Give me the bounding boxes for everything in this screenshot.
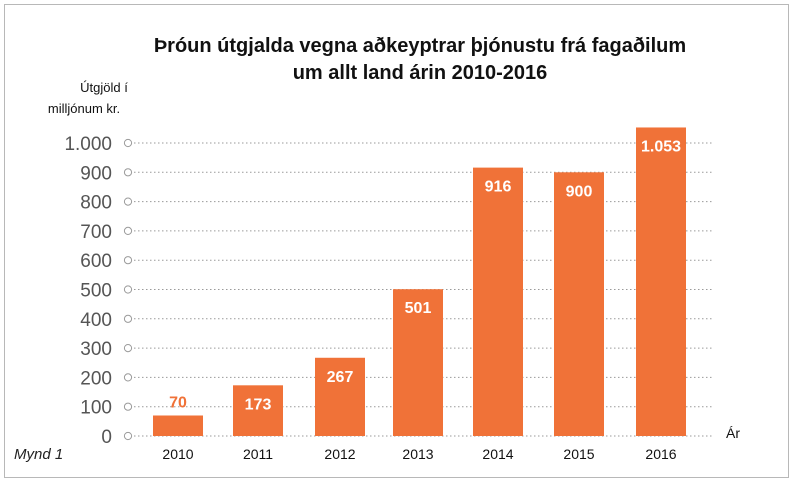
y-tick-marker	[123, 373, 133, 382]
data-label-2012: 267	[327, 369, 354, 386]
bar-2011	[233, 385, 283, 436]
x-tick-label: 2016	[645, 446, 676, 462]
x-tick-label: 2011	[243, 446, 273, 462]
y-tick-label: 100	[80, 398, 112, 419]
data-label-2011: 173	[245, 396, 272, 413]
bar-2012	[315, 357, 365, 436]
y-tick-label: 700	[80, 222, 112, 243]
x-axis-label: Ár	[726, 425, 740, 441]
chart-title-line-2: um allt land árin 2010-2016	[293, 62, 548, 84]
y-tick-marker	[123, 344, 133, 353]
y-tick-marker	[123, 402, 133, 411]
data-label-2014: 916	[485, 179, 512, 196]
y-axis-ticks: 0 100 200 300 400 500 600 700 800 900 1.000	[64, 134, 133, 448]
y-tick-label: 600	[80, 251, 112, 272]
bar-2016	[636, 127, 686, 436]
y-tick-label: 0	[101, 427, 112, 448]
y-tick-marker	[123, 168, 133, 177]
y-tick-label: 400	[80, 310, 112, 331]
y-tick-label: 900	[80, 163, 112, 184]
chart-title-line-1: Þróun útgjalda vegna aðkeyptrar þjónustu…	[154, 35, 686, 57]
y-tick-label: 500	[80, 281, 112, 302]
figure-caption: Mynd 1	[14, 446, 63, 463]
bar-2013	[393, 289, 443, 436]
data-label-2010: 70	[169, 394, 187, 411]
y-axis-label-line-2: milljónum kr.	[48, 101, 120, 116]
y-tick-label: 800	[80, 193, 112, 214]
y-tick-label: 1.000	[64, 134, 112, 155]
x-tick-label: 2014	[482, 446, 513, 462]
bar-2015	[554, 172, 604, 437]
x-tick-label: 2013	[402, 446, 433, 462]
x-axis-ticks: 2010 2011 2012 2013 2014 2015 2016	[162, 446, 676, 462]
y-tick-marker	[123, 314, 133, 323]
y-axis-label-line-1: Útgjöld í	[80, 80, 128, 95]
bar-2010	[153, 415, 203, 436]
bar-2014	[473, 167, 523, 436]
y-tick-marker	[123, 197, 133, 206]
y-tick-label: 300	[80, 339, 112, 360]
x-tick-label: 2012	[324, 446, 355, 462]
bars: 70 173 267 501 916 900 1.053	[153, 127, 686, 437]
data-label-2013: 501	[405, 300, 432, 317]
y-tick-label: 200	[80, 368, 112, 389]
x-tick-label: 2010	[162, 446, 193, 462]
y-tick-marker	[123, 226, 133, 235]
y-tick-marker	[123, 138, 133, 148]
data-label-2016: 1.053	[641, 138, 681, 155]
y-tick-marker	[123, 431, 133, 441]
data-label-2015: 900	[566, 183, 593, 200]
y-tick-marker	[123, 256, 133, 265]
x-tick-label: 2015	[563, 446, 594, 462]
y-tick-marker	[123, 285, 133, 294]
